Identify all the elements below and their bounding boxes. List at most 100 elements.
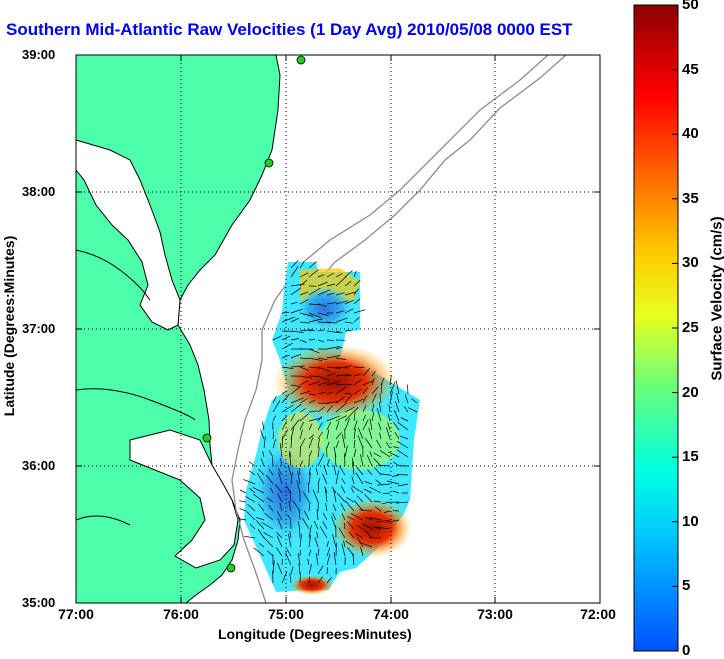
- velocity-vector: [335, 366, 349, 369]
- velocity-vector: [324, 486, 328, 494]
- velocity-vector: [289, 531, 292, 539]
- velocity-vector: [369, 451, 373, 458]
- velocity-vector: [376, 439, 382, 449]
- velocity-vector: [317, 484, 320, 494]
- velocity-vector: [386, 442, 391, 449]
- map-title: Southern Mid-Atlantic Raw Velocities (1 …: [6, 20, 573, 39]
- velocity-vector: [308, 437, 314, 449]
- velocity-vector: [344, 270, 353, 278]
- velocity-vector: [325, 503, 328, 512]
- velocity-vector: [290, 384, 302, 387]
- velocity-vector: [299, 438, 306, 449]
- velocity-vector: [308, 348, 320, 354]
- velocity-vector: [317, 438, 320, 449]
- velocity-vector: [267, 550, 274, 557]
- velocity-vector: [314, 537, 319, 548]
- velocity-vector: [277, 517, 283, 530]
- velocity-vector: [326, 553, 331, 566]
- velocity-vector: [317, 357, 328, 361]
- velocity-vector: [371, 370, 376, 377]
- velocity-vector: [260, 429, 265, 440]
- velocity-vector: [396, 501, 409, 504]
- velocity-vector: [326, 272, 334, 278]
- colorbar-tick-label: 50: [682, 0, 699, 13]
- colorbar-tick-label: 35: [682, 190, 699, 207]
- velocity-vector: [245, 495, 256, 503]
- velocity-vector: [297, 553, 301, 566]
- velocity-vector: [335, 415, 347, 422]
- velocity-vector: [277, 468, 283, 476]
- velocity-vector: [346, 497, 355, 503]
- grid-lines: [76, 55, 600, 603]
- velocity-vector: [290, 338, 300, 341]
- velocity-vector: [239, 489, 247, 494]
- velocity-vector: [288, 500, 292, 512]
- velocity-vector: [308, 261, 317, 269]
- velocity-vector: [317, 321, 331, 324]
- velocity-vector: [299, 421, 304, 431]
- velocity-vector: [308, 329, 316, 332]
- y-axis-title: Latitude (Degrees:Minutes): [1, 235, 17, 417]
- velocity-vector: [344, 406, 355, 413]
- velocity-vector: [333, 552, 337, 566]
- velocity-vector: [322, 512, 328, 521]
- velocity-vector: [353, 373, 362, 377]
- velocity-vector: [299, 408, 306, 413]
- velocity-vector: [326, 429, 330, 440]
- velocity-vector: [326, 547, 331, 557]
- velocity-vector: [281, 354, 290, 359]
- velocity-vector: [308, 501, 311, 512]
- velocity-vector: [324, 488, 328, 503]
- velocity-vector: [272, 431, 275, 440]
- velocity-vector: [339, 465, 346, 476]
- velocity-vector: [326, 339, 334, 341]
- velocity-vector: [298, 510, 301, 521]
- velocity-vector: [326, 346, 340, 350]
- velocity-vector: [317, 281, 328, 287]
- velocity-vector: [302, 491, 310, 503]
- velocity-vector: [352, 461, 355, 476]
- velocity-vector: [308, 303, 321, 306]
- velocity-vector: [308, 410, 318, 413]
- colorbar-tick-label: 15: [682, 448, 699, 465]
- velocity-vector: [369, 418, 373, 431]
- velocity-vector: [352, 553, 355, 566]
- velocity-vector: [239, 508, 247, 512]
- velocity-vector: [299, 390, 311, 395]
- velocity-vector: [239, 500, 247, 503]
- velocity-vector: [317, 391, 326, 395]
- x-tick-label: 76:00: [163, 606, 199, 622]
- velocity-vector: [334, 454, 337, 467]
- velocity-vector: [257, 503, 265, 512]
- velocity-vector: [276, 531, 283, 539]
- velocity-vector: [326, 577, 332, 584]
- velocity-vector: [286, 548, 292, 557]
- velocity-vector: [317, 447, 320, 458]
- velocity-vector: [326, 441, 330, 449]
- velocity-vector: [392, 490, 400, 494]
- velocity-vector: [364, 481, 373, 485]
- velocity-vector: [272, 438, 277, 449]
- velocity-vector: [308, 472, 311, 485]
- velocity-vector: [252, 487, 265, 494]
- y-tick-label: 38:00: [22, 184, 56, 199]
- velocity-vector: [317, 416, 323, 422]
- velocity-vector: [385, 427, 391, 440]
- velocity-vector: [335, 276, 347, 287]
- velocity-vector: [299, 299, 309, 305]
- velocity-vector: [354, 500, 364, 512]
- velocity-vector: [317, 431, 323, 440]
- velocity-vector: [307, 482, 310, 494]
- velocity-vector: [332, 534, 337, 548]
- velocity-vector: [374, 466, 382, 476]
- velocity-vector: [287, 465, 292, 476]
- velocity-vector: [312, 489, 319, 503]
- velocity-vector: [299, 329, 313, 332]
- velocity-vector: [266, 497, 274, 503]
- velocity-vector: [399, 435, 409, 440]
- velocity-vector: [378, 401, 382, 413]
- velocity-vector: [281, 316, 295, 323]
- velocity-vector: [386, 480, 400, 485]
- velocity-vector: [393, 446, 400, 449]
- velocity-vector: [326, 321, 337, 324]
